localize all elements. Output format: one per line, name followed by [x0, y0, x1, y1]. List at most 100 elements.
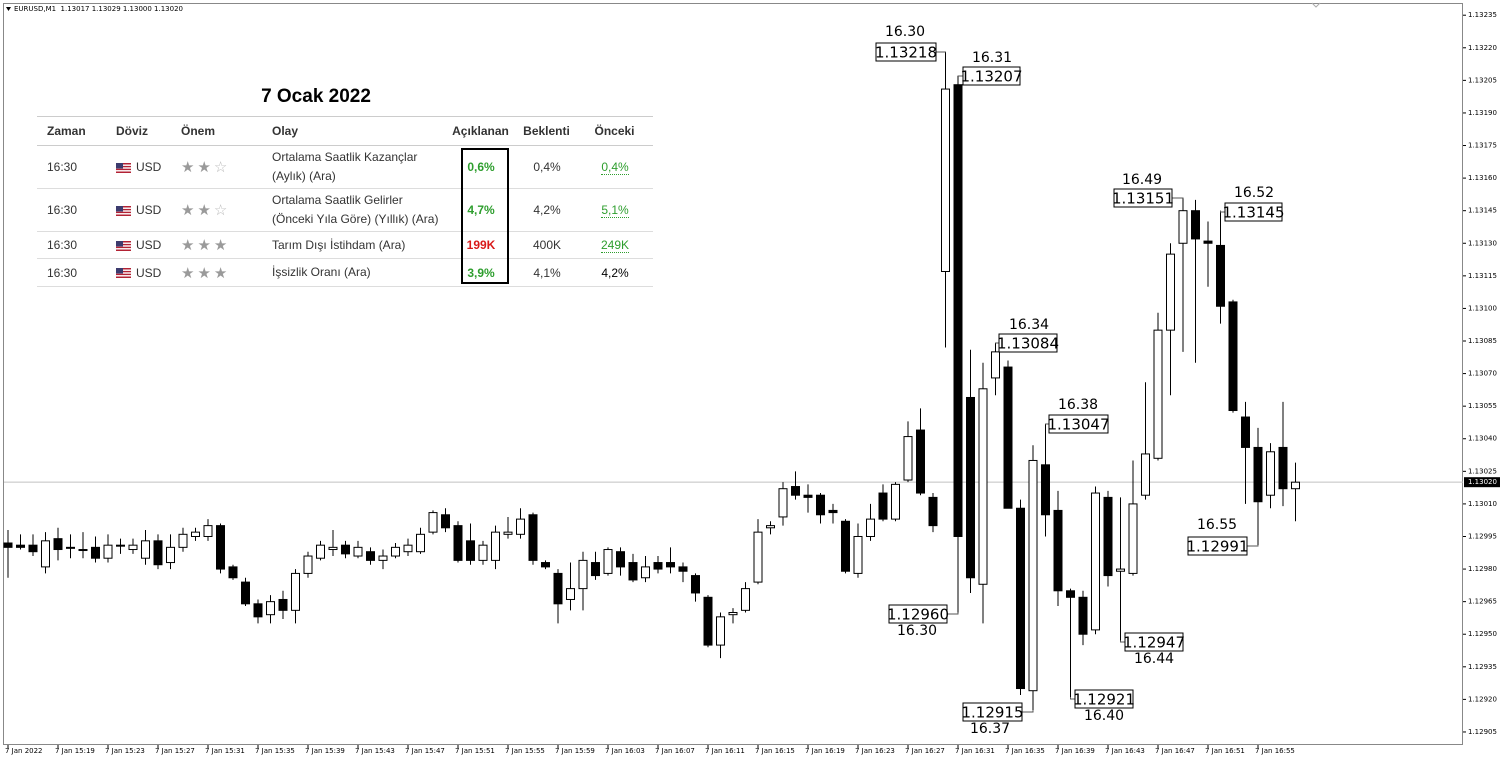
- candle-body: [1053, 509, 1063, 592]
- candle-body: [178, 533, 188, 548]
- x-tick-label: 7 Jan 15:27: [155, 747, 195, 755]
- candle-body: [341, 544, 350, 555]
- table-row: 16:30 USD ★ ★ ☆ Ortalama Saatlik Kazançlar (Ay…: [37, 145, 653, 189]
- candle-body: [303, 555, 313, 574]
- y-tick-label: 1.13040: [1468, 435, 1497, 443]
- candle-body: [1191, 210, 1200, 240]
- annotation-box: [1224, 202, 1283, 222]
- candle-body: [991, 351, 1000, 379]
- x-tick-label: 7 Jan 16:03: [605, 747, 645, 755]
- annotation-box: [1048, 414, 1109, 434]
- importance-star: ☆: [213, 159, 228, 176]
- forecast-cell: 4,1%: [517, 258, 577, 287]
- candle-body: [716, 616, 725, 646]
- currency: USD: [136, 265, 162, 280]
- previous: 5,1%: [601, 203, 629, 218]
- y-tick-label: 1.12935: [1468, 663, 1497, 671]
- y-tick-label: 1.13175: [1468, 142, 1497, 150]
- annotation-box: [1074, 689, 1134, 709]
- us-flag: [116, 240, 131, 251]
- annotation-price: 1.13218: [875, 44, 937, 62]
- column-header: Döviz: [100, 116, 165, 146]
- x-tick-label: 7 Jan 16:35: [1005, 747, 1045, 755]
- x-tick-label: 7 Jan 15:35: [255, 747, 295, 755]
- candle-body: [366, 551, 375, 561]
- candle-body: [1116, 568, 1125, 572]
- candle-body: [391, 546, 400, 557]
- candle-body: [1016, 507, 1025, 690]
- candle-body: [1216, 244, 1225, 307]
- candle-body: [103, 544, 113, 559]
- candle-body: [891, 483, 900, 520]
- annotation-time: 16.40: [1084, 708, 1124, 724]
- candle-body: [828, 509, 838, 514]
- candle-body: [266, 601, 275, 616]
- importance-star: ★: [213, 237, 228, 254]
- candle-body: [228, 566, 238, 579]
- annotation-connector: [1070, 697, 1075, 700]
- candle-body: [1153, 329, 1163, 459]
- currency: USD: [136, 160, 162, 174]
- x-tick-label: 7 Jan 16:39: [1055, 747, 1095, 755]
- y-tick-label: 1.13235: [1468, 11, 1497, 19]
- forecast-cell: 0,4%: [517, 145, 577, 189]
- candle-body: [428, 512, 438, 533]
- x-tick-label: 7 Jan 16:19: [805, 747, 845, 755]
- y-tick-label: 1.13070: [1468, 370, 1497, 378]
- table-title: 7 Ocak 2022: [261, 86, 371, 107]
- annotation-price: 1.13145: [1222, 204, 1284, 222]
- actual-cell: 199K: [445, 231, 517, 259]
- importance-star: ★: [197, 264, 211, 282]
- candle-body: [816, 494, 825, 516]
- menu-arrow[interactable]: [6, 7, 11, 11]
- candle-body: [916, 429, 925, 494]
- candle-body: [1028, 459, 1038, 692]
- currency-cell: USD: [100, 231, 165, 259]
- annotation-time: 16.44: [1134, 651, 1174, 667]
- annotation-time: 16.49: [1122, 172, 1162, 188]
- annotation-price: 1.13151: [1112, 190, 1174, 208]
- candle-body: [328, 546, 338, 551]
- event-cell: Ortalama Saatlik Kazançlar (Aylık) (Ara): [255, 145, 445, 189]
- candle-body: [653, 562, 663, 570]
- candle-body: [1178, 210, 1188, 244]
- candle-body: [766, 525, 775, 529]
- time-cell: 16:30: [37, 258, 100, 287]
- candle-body: [541, 562, 550, 568]
- candle-body: [116, 544, 125, 547]
- candle-body: [666, 562, 675, 568]
- candle-body: [853, 535, 863, 574]
- currency-cell: USD: [100, 188, 165, 232]
- previous-cell: 5,1%: [577, 188, 653, 232]
- x-tick-label: 7 Jan 16:47: [1155, 747, 1195, 755]
- candle-body: [978, 388, 988, 585]
- column-header: Önem: [165, 116, 255, 146]
- x-tick-label: 7 Jan 16:23: [855, 747, 895, 755]
- candle-body: [566, 588, 575, 600]
- importance-star: ☆: [213, 202, 228, 219]
- candle-body: [1128, 503, 1138, 574]
- annotation-connector: [1022, 710, 1034, 713]
- candle-body: [966, 396, 975, 579]
- annotation-connector: [1220, 210, 1225, 213]
- candle-body: [703, 596, 713, 646]
- table-body: 16:30 USD ★ ★ ☆ Ortalama Saatlik Kazançlar (Ay…: [37, 145, 653, 287]
- currency: USD: [136, 203, 162, 217]
- candle-body: [241, 581, 250, 605]
- annotation-price: 1.12960: [887, 606, 949, 624]
- forecast-cell: 4,2%: [517, 188, 577, 232]
- candle-body: [753, 531, 763, 583]
- annotation-box: [1124, 632, 1184, 652]
- actual-cell: 4,7%: [445, 188, 517, 232]
- column-header: Beklenti: [517, 116, 577, 146]
- previous: 0,4%: [601, 160, 629, 175]
- y-tick-label: 1.13160: [1468, 174, 1497, 182]
- previous-cell: 0,4%: [577, 145, 653, 189]
- event-line: Tarım Dışı İstihdam (Ara): [272, 237, 406, 252]
- importance-star: ★: [181, 264, 195, 282]
- candle-body: [3, 542, 13, 548]
- y-tick-label: 1.12905: [1468, 728, 1497, 736]
- annotation-price: 1.12947: [1123, 634, 1185, 652]
- candle-body: [516, 518, 525, 535]
